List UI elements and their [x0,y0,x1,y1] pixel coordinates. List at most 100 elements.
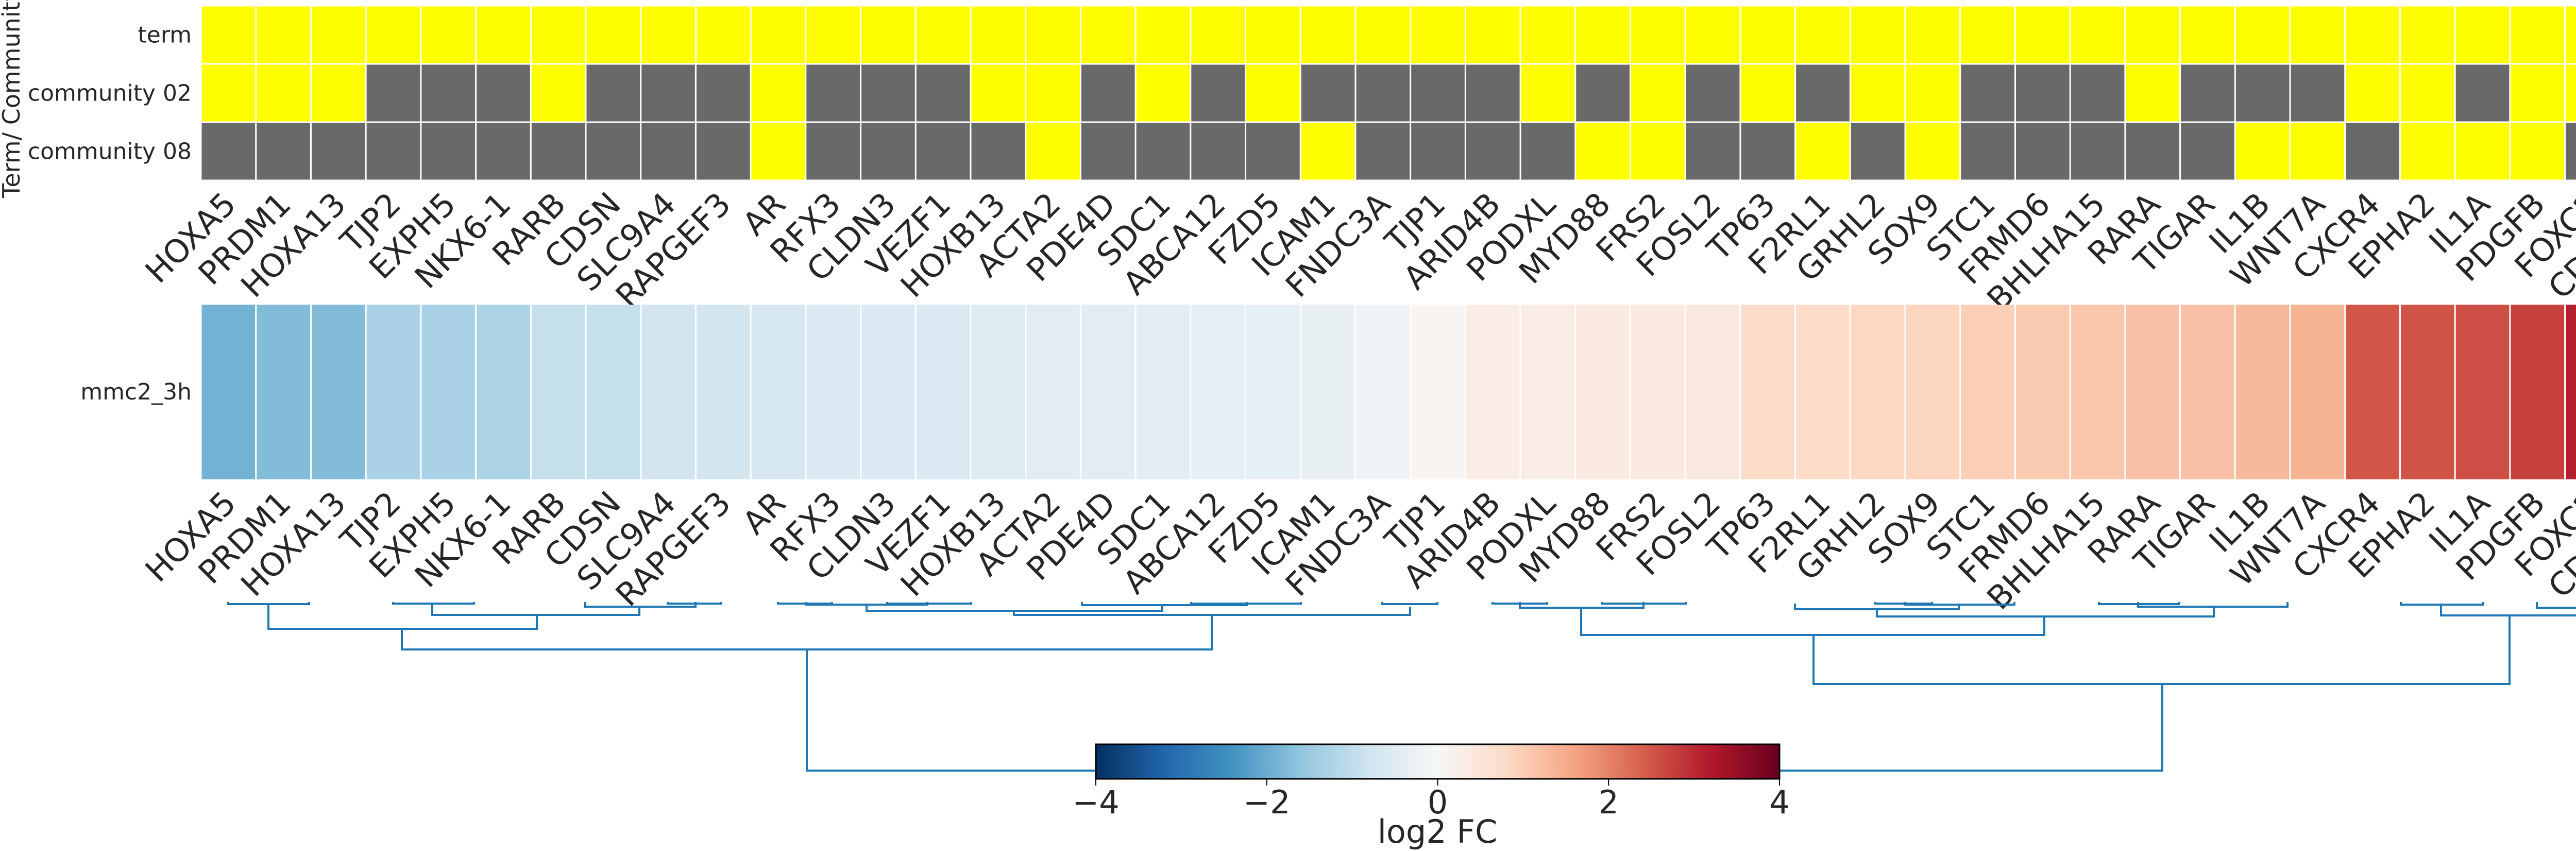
cell-community-08-TP63 [1741,123,1795,180]
dendrogram-link [777,602,833,605]
cell-term-TP63 [1741,6,1795,63]
dendrogram-link [2137,602,2289,608]
cell-community-08-TJP1 [1411,123,1465,180]
cell-term-CLDN3 [861,6,915,63]
fc-cell-FOXC2 [2566,305,2576,479]
cell-community-02-SOX9 [1906,64,1960,122]
cell-community-02-CLDN3 [861,64,915,122]
cell-community-02-VEZF1 [916,64,970,122]
fc-cell-HOXA13 [311,305,365,479]
dendrogram-link [431,605,640,616]
cell-term-ACTA2 [1026,6,1080,63]
fc-cell-CXCR4 [2346,305,2399,479]
dendrogram-link [1519,602,1645,609]
cell-term-GRHL2 [1851,6,1905,63]
cell-community-02-FOSL2 [1686,64,1740,122]
fc-cell-WNT7A [2291,305,2345,479]
dendrogram-link [2536,602,2576,609]
fc-cell-SDC1 [1136,305,1190,479]
cell-term-STC1 [1961,6,2014,63]
fc-cell-IL1A [2455,305,2510,479]
cell-community-02-AR [751,64,805,122]
cell-term-FZD5 [1246,6,1300,63]
cell-community-02-RFX3 [806,64,860,122]
colorbar-tick-label: −2 [1243,783,1290,821]
dendrogram-link [1580,608,2045,636]
cell-community-08-PRDM1 [257,123,310,180]
row-label-community-02: community 02 [28,80,192,107]
cell-community-02-HOXB13 [971,64,1025,122]
colorbar-tick-label: 4 [1769,783,1789,821]
dendrogram-link [401,615,1213,650]
cell-community-02-NKX6-1 [477,64,530,122]
cell-term-AR [751,6,805,63]
cell-term-HOXA13 [311,6,365,63]
cell-term-FOXC2 [2566,6,2576,63]
cell-term-EXPH5 [421,6,476,63]
cell-community-08-FNDC3A [1356,123,1410,180]
fc-cell-NKX6-1 [477,305,530,479]
cell-term-CXCR4 [2346,6,2399,63]
fc-cell-BHLHA15 [2071,305,2125,479]
cell-term-F2RL1 [1796,6,1850,63]
cell-community-08-RARB [531,123,585,180]
fc-cell-ACTA2 [1026,305,1080,479]
cell-term-BHLHA15 [2071,6,2125,63]
dendrogram-link [1013,607,1411,616]
cell-term-PDE4D [1081,6,1135,63]
fc-cell-F2RL1 [1796,305,1850,479]
cell-community-02-TJP2 [366,64,420,122]
cell-community-02-HOXA5 [201,64,256,122]
fc-cell-STC1 [1961,305,2014,479]
cell-term-SOX9 [1906,6,1960,63]
row-label-term: term [138,22,192,48]
cell-community-08-FZD5 [1246,123,1300,180]
fc-cell-TIGAR [2181,305,2234,479]
fc-cell-ABCA12 [1191,305,1245,479]
cell-term-FRMD6 [2015,6,2070,63]
cell-community-02-TP63 [1741,64,1795,122]
fc-cell-IL1B [2235,305,2290,479]
cell-term-FRS2 [1631,6,1685,63]
dendrogram-link [2440,605,2576,616]
cell-community-08-STC1 [1961,123,2014,180]
cell-term-PRDM1 [257,6,310,63]
cell-community-08-AR [751,123,805,180]
cell-term-TJP1 [1411,6,1465,63]
fc-cell-PDE4D [1081,305,1135,479]
fc-cell-SLC9A4 [641,305,695,479]
y-axis-label: Term/ Community [0,0,25,198]
cell-community-08-PDE4D [1081,123,1135,180]
dendrogram-link [2400,602,2484,606]
cell-term-TIGAR [2181,6,2234,63]
fc-cell-ARID4B [1466,305,1520,479]
cell-community-02-MYD88 [1576,64,1630,122]
cell-community-08-ABCA12 [1191,123,1245,180]
dendrogram-link [1876,607,2215,618]
cell-community-08-NKX6-1 [477,123,530,180]
fc-cell-CDSN [586,305,640,479]
cell-community-02-FRS2 [1631,64,1685,122]
cell-community-02-FNDC3A [1356,64,1410,122]
cell-community-08-IL1A [2455,123,2510,180]
cell-community-02-HOXA13 [311,64,365,122]
cell-term-RARB [531,6,585,63]
cell-term-NKX6-1 [477,6,530,63]
cell-community-02-GRHL2 [1851,64,1905,122]
cell-community-08-CLDN3 [861,123,915,180]
cell-community-08-FOXC2 [2566,123,2576,180]
cell-community-02-FRMD6 [2015,64,2070,122]
cell-term-IL1A [2455,6,2510,63]
cell-term-SDC1 [1136,6,1190,63]
cell-community-08-IL1B [2235,123,2290,180]
fc-cell-RARB [531,305,585,479]
column-dendrogram [227,602,2576,772]
cell-community-08-RARA [2126,123,2180,180]
community-membership-heatmap [201,6,2576,180]
cell-community-02-TIGAR [2181,64,2234,122]
fc-cell-PODXL [1521,305,1575,479]
cell-term-TJP2 [366,6,420,63]
cell-community-02-ICAM1 [1301,64,1355,122]
fc-cell-TJP2 [366,305,420,479]
cell-community-02-FOXC2 [2566,64,2576,122]
